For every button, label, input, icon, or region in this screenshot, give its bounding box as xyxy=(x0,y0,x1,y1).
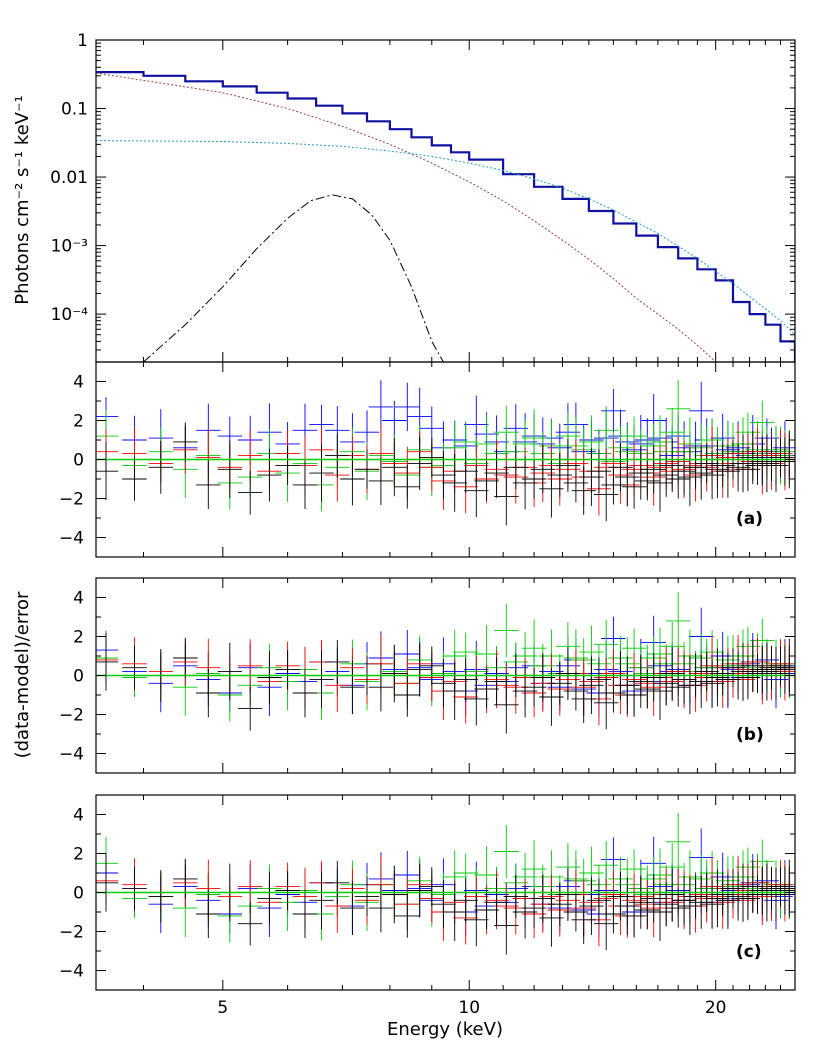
x-tick-label: 20 xyxy=(705,998,727,1018)
residual-panel-2-markers xyxy=(96,592,795,734)
y-tick-label: 2 xyxy=(73,845,84,865)
y-tick-label: 10⁻³ xyxy=(51,237,88,257)
y-tick-label: 0 xyxy=(73,884,84,904)
spectrum-line-curve xyxy=(143,194,444,362)
residual-panel-1-markers xyxy=(96,379,795,526)
y-tick-label: −4 xyxy=(59,962,84,982)
y-tick-label: −2 xyxy=(59,923,84,943)
y-tick-label: 4 xyxy=(73,806,84,826)
spectrum-component-2-curve xyxy=(96,140,795,336)
x-tick-label: 10 xyxy=(458,998,480,1018)
panel-tag-b: (b) xyxy=(736,725,764,745)
x-axis-title: Energy (keV) xyxy=(387,1019,503,1040)
y-tick-label: −2 xyxy=(59,490,84,510)
y-tick-label: 0 xyxy=(73,451,84,471)
y-tick-label: 0.01 xyxy=(50,168,88,188)
spectrum-total-model-line xyxy=(96,71,795,362)
y-tick-label: 2 xyxy=(73,628,84,648)
spectrum-component-1-curve xyxy=(96,72,717,362)
data-layer xyxy=(96,71,795,955)
y-axis-title-residuals: (data-model)/error xyxy=(12,591,33,758)
y-tick-label: 4 xyxy=(73,373,84,393)
panel-tag-a: (a) xyxy=(736,509,763,529)
y-tick-label: −2 xyxy=(59,706,84,726)
y-tick-label: −4 xyxy=(59,529,84,549)
x-tick-label: 5 xyxy=(217,998,228,1018)
spectrum-series-group xyxy=(96,71,795,362)
y-tick-label: 1 xyxy=(77,31,88,51)
y-tick-label: 0.1 xyxy=(61,100,88,120)
y-tick-label: 2 xyxy=(73,412,84,432)
y-axis-title-top: Photons cm⁻² s⁻¹ keV⁻¹ xyxy=(12,95,33,304)
y-tick-label: −4 xyxy=(59,745,84,765)
residual-panel-3-markers xyxy=(96,812,795,955)
y-tick-label: 0 xyxy=(73,667,84,687)
y-tick-label: 4 xyxy=(73,589,84,609)
panel-frame xyxy=(95,39,796,363)
panel-tag-c: (c) xyxy=(736,942,762,962)
y-tick-label: 10⁻⁴ xyxy=(51,305,89,325)
